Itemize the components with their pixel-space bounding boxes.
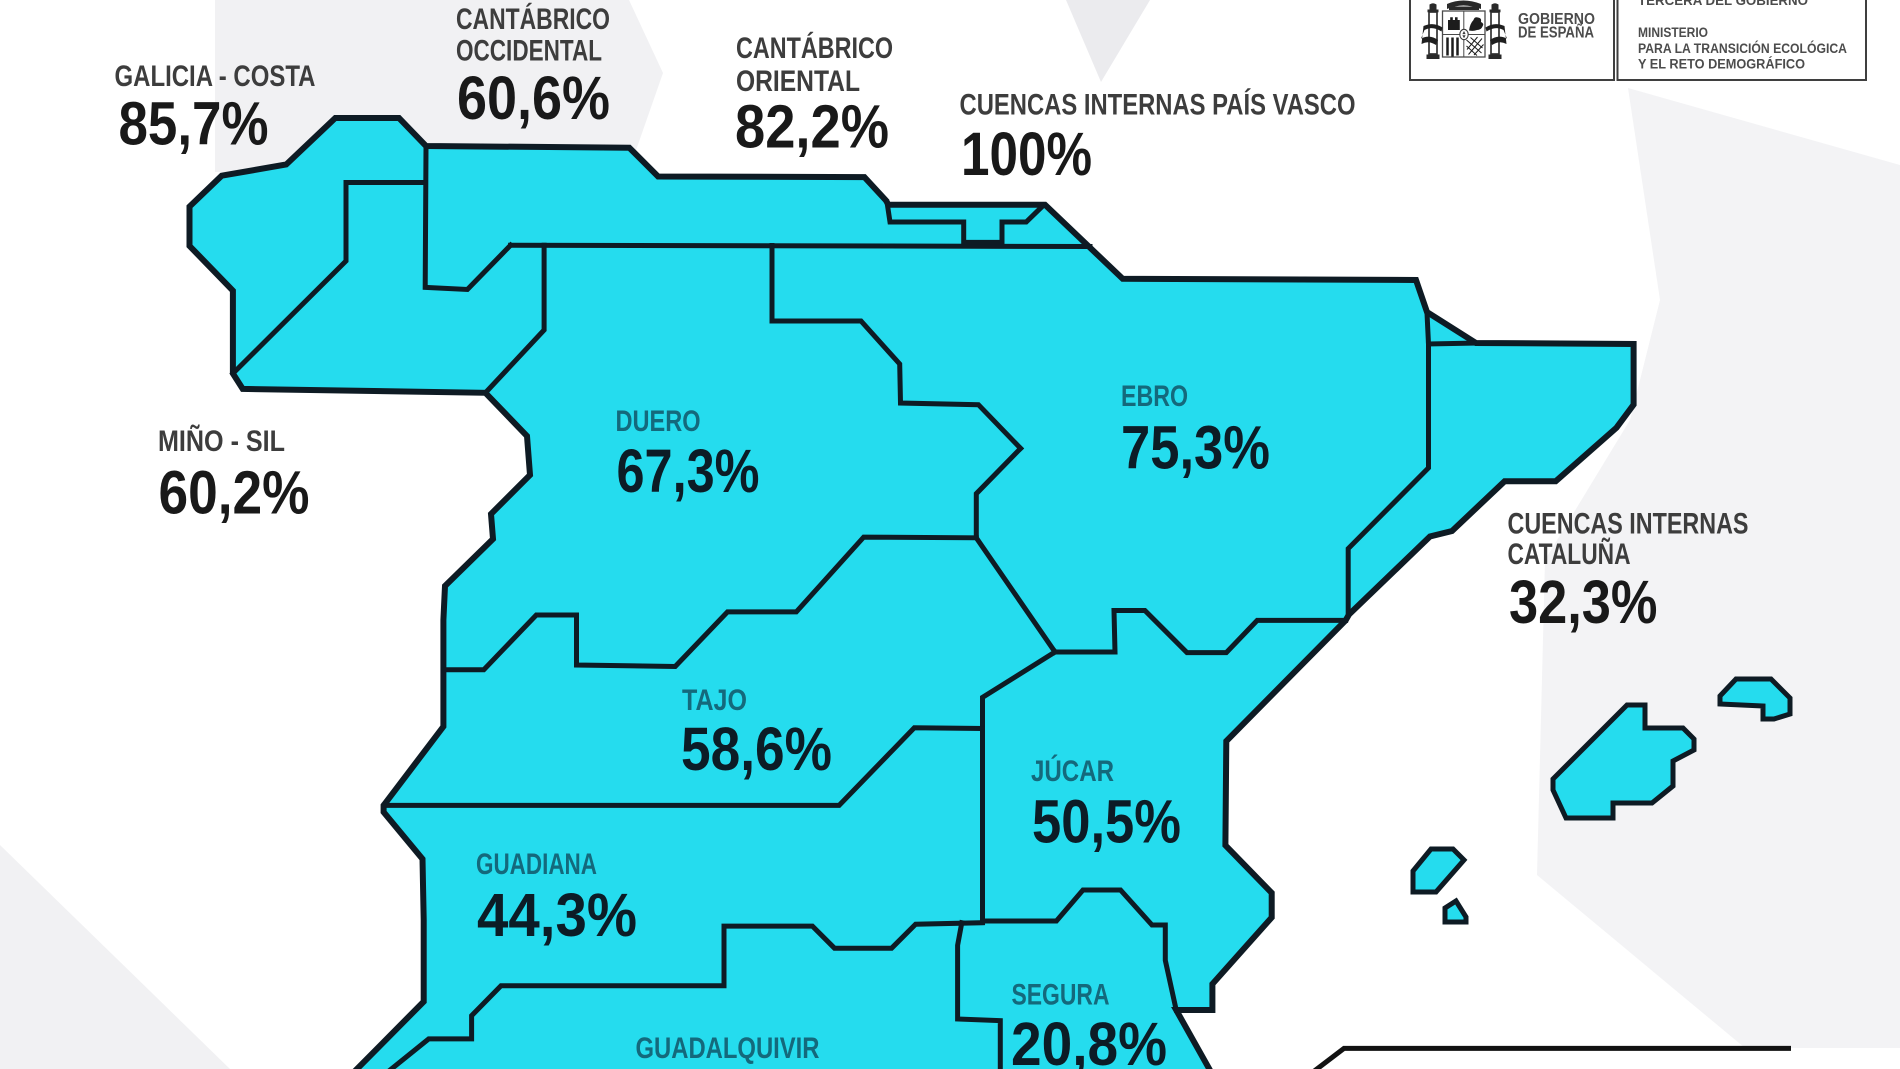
- svg-text:GUADALQUIVIR: GUADALQUIVIR: [636, 1032, 820, 1065]
- svg-text:ORIENTAL: ORIENTAL: [736, 65, 860, 98]
- svg-text:GALICIA - COSTA: GALICIA - COSTA: [115, 60, 316, 93]
- svg-text:58,6%: 58,6%: [681, 715, 832, 783]
- svg-text:20,8%: 20,8%: [1011, 1010, 1167, 1069]
- svg-text:44,3%: 44,3%: [477, 881, 637, 949]
- svg-text:PARA LA TRANSICIÓN ECOLÓGICA: PARA LA TRANSICIÓN ECOLÓGICA: [1638, 41, 1847, 56]
- svg-text:CANTÁBRICO: CANTÁBRICO: [456, 2, 610, 36]
- svg-text:MINISTERIO: MINISTERIO: [1638, 25, 1708, 40]
- svg-text:50,5%: 50,5%: [1032, 788, 1181, 856]
- svg-text:TERCERA DEL GOBIERNO: TERCERA DEL GOBIERNO: [1638, 0, 1808, 8]
- svg-text:100%: 100%: [961, 120, 1092, 188]
- svg-text:Y EL RETO DEMOGRÁFICO: Y EL RETO DEMOGRÁFICO: [1638, 57, 1805, 72]
- svg-text:CUENCAS INTERNAS: CUENCAS INTERNAS: [1508, 508, 1749, 541]
- svg-text:DUERO: DUERO: [616, 405, 701, 438]
- svg-text:60,6%: 60,6%: [457, 64, 610, 132]
- svg-text:67,3%: 67,3%: [617, 437, 760, 505]
- svg-text:CANTÁBRICO: CANTÁBRICO: [736, 31, 893, 65]
- svg-text:JÚCAR: JÚCAR: [1031, 754, 1114, 788]
- svg-text:85,7%: 85,7%: [119, 90, 269, 158]
- svg-text:82,2%: 82,2%: [735, 93, 889, 161]
- svg-text:DE ESPAÑA: DE ESPAÑA: [1518, 22, 1594, 42]
- svg-text:GUADIANA: GUADIANA: [476, 848, 597, 881]
- svg-text:60,2%: 60,2%: [159, 459, 310, 527]
- svg-text:CATALUÑA: CATALUÑA: [1508, 537, 1631, 571]
- svg-text:EBRO: EBRO: [1121, 380, 1188, 413]
- svg-text:OCCIDENTAL: OCCIDENTAL: [456, 35, 602, 68]
- svg-text:GOBIERNO: GOBIERNO: [1518, 11, 1595, 28]
- svg-text:32,3%: 32,3%: [1509, 568, 1658, 636]
- svg-text:CUENCAS INTERNAS PAÍS VASCO: CUENCAS INTERNAS PAÍS VASCO: [960, 88, 1356, 122]
- svg-text:SEGURA: SEGURA: [1012, 979, 1110, 1012]
- svg-text:MIÑO - SIL: MIÑO - SIL: [158, 424, 285, 458]
- svg-text:75,3%: 75,3%: [1121, 414, 1270, 482]
- svg-text:TAJO: TAJO: [682, 684, 747, 717]
